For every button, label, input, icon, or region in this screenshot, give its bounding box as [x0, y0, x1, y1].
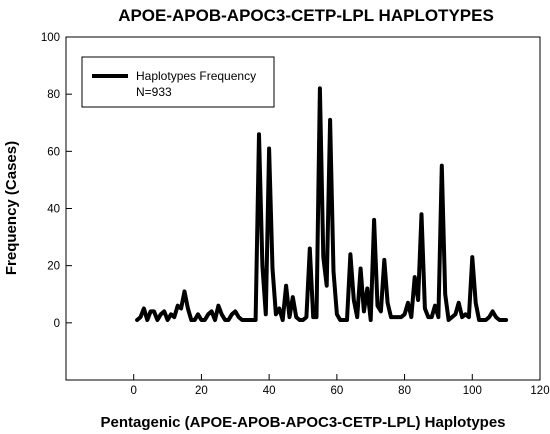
x-tick-label: 20 [195, 385, 208, 397]
x-tick-label: 100 [463, 385, 482, 397]
x-axis-ticks: 0 20 40 60 80 100 120 [131, 374, 550, 397]
legend: Haplotypes Frequency N=933 [81, 56, 275, 108]
y-tick-label: 60 [47, 146, 60, 158]
y-tick-label: 0 [54, 318, 60, 330]
x-tick-label: 0 [131, 385, 137, 397]
series-line-haplotypes-frequency [135, 86, 509, 322]
y-tick-label: 80 [47, 89, 60, 101]
chart-title: APOE-APOB-APOC3-CETP-LPL HAPLOTYPES [118, 6, 494, 25]
x-tick-label: 80 [398, 385, 411, 397]
legend-note: N=933 [136, 85, 172, 99]
x-tick-label: 120 [530, 385, 549, 397]
legend-entry-label: Haplotypes Frequency [136, 69, 256, 83]
x-tick-label: 40 [263, 385, 276, 397]
x-axis-label: Pentagenic (APOE-APOB-APOC3-CETP-LPL) Ha… [100, 414, 505, 431]
legend-box [81, 56, 275, 108]
y-tick-label: 20 [47, 261, 60, 273]
y-axis-label: Frequency (Cases) [3, 141, 20, 275]
y-tick-label: 100 [41, 32, 60, 44]
y-axis-ticks: 0 20 40 60 80 100 [41, 32, 72, 330]
x-tick-label: 60 [330, 385, 343, 397]
y-tick-label: 40 [47, 204, 60, 216]
